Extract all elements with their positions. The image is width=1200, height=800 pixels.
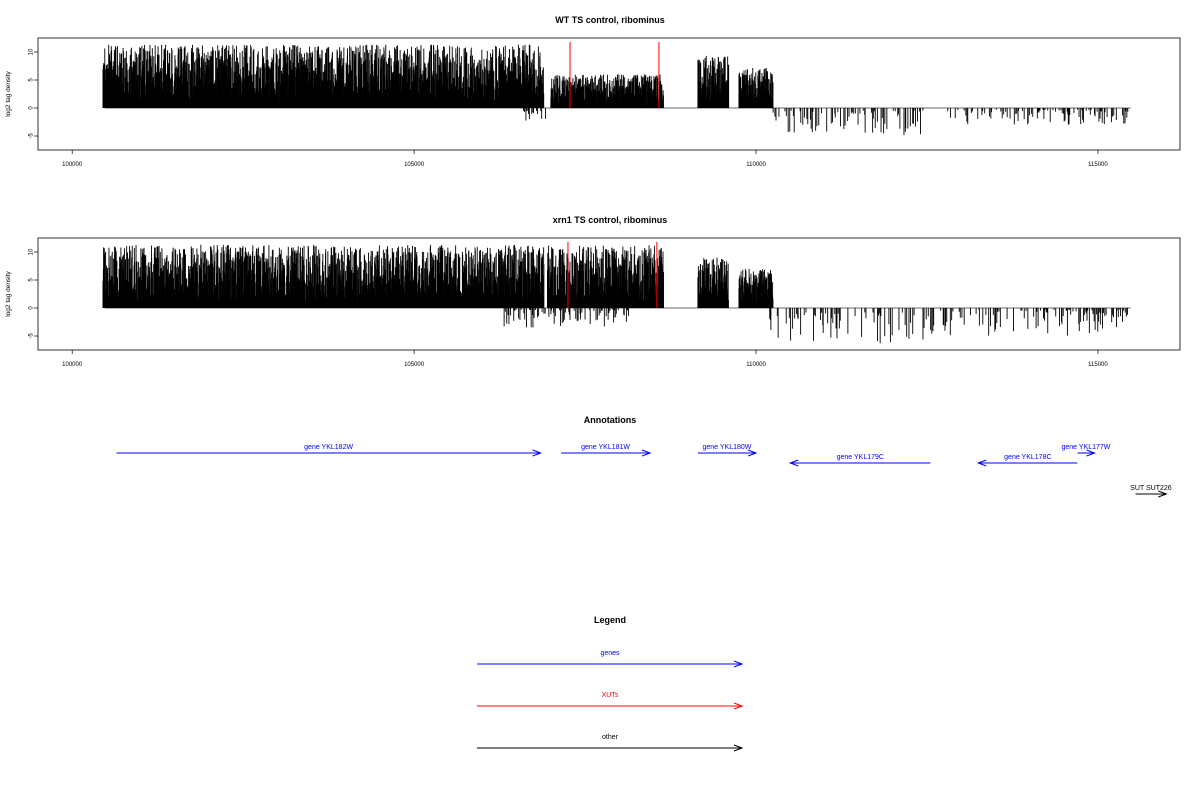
x-tick-label: 100000 xyxy=(62,362,83,368)
feature-label: SUT SUT226 xyxy=(1130,485,1172,492)
coverage-bars xyxy=(102,244,1131,344)
annotation-features: gene YKL182W gene YKL181W gene YKL180W gene… xyxy=(116,444,1172,498)
y-tick-label: 10 xyxy=(29,48,35,55)
feature-arrow-head xyxy=(532,449,543,457)
feature-label: gene YKL181W xyxy=(581,444,630,451)
feature-arrow-head xyxy=(747,449,758,457)
coverage-bars xyxy=(102,44,1131,136)
annotations-track: Annotations gene YKL182W gene YKL181W gene… xyxy=(116,415,1172,498)
feature-arrow-head xyxy=(641,449,652,457)
y-axis-label: log2 tag density xyxy=(5,270,12,316)
axis-ticks: 100000 105000 110000 115000 -5 0 5 10 xyxy=(29,248,1109,368)
y-tick-label: 0 xyxy=(29,306,35,310)
y-tick-label: -5 xyxy=(29,333,35,339)
axis-ticks: 100000 105000 110000 115000 -5 0 5 10 xyxy=(29,48,1109,168)
feature-label: gene YKL182W xyxy=(304,444,353,451)
feature-label: gene YKL177W xyxy=(1062,444,1111,451)
legend-label: XUTs xyxy=(602,692,619,699)
legend-label: genes xyxy=(600,650,620,657)
feature-arrow-head xyxy=(976,459,987,467)
feature-label: gene YKL178C xyxy=(1004,454,1051,461)
xut-boundary-lines xyxy=(567,242,658,308)
y-tick-label: 5 xyxy=(29,278,35,282)
xut-boundary-lines xyxy=(569,42,660,108)
plot-frame xyxy=(37,237,1181,351)
x-tick-label: 110000 xyxy=(746,162,766,168)
y-tick-label: 5 xyxy=(29,78,35,82)
x-tick-label: 110000 xyxy=(746,362,766,368)
x-tick-label: 105000 xyxy=(404,362,425,368)
legend: Legend genes XUTs other xyxy=(477,615,744,752)
feature-arrow-head xyxy=(788,459,799,467)
annotations-title: Annotations xyxy=(584,415,637,425)
xrn1-coverage-panel: xrn1 TS control, ribominus log2 tag dens… xyxy=(5,215,1181,368)
y-tick-label: 10 xyxy=(29,248,35,255)
x-tick-label: 105000 xyxy=(404,162,425,168)
feature-label: gene YKL179C xyxy=(837,454,884,461)
y-tick-label: 0 xyxy=(29,106,35,110)
y-tick-label: -5 xyxy=(29,133,35,139)
panel-title: xrn1 TS control, ribominus xyxy=(553,215,668,225)
legend-arrow-head xyxy=(733,702,744,710)
feature-arrow-head xyxy=(1158,490,1168,498)
x-tick-label: 100000 xyxy=(62,162,83,168)
x-tick-label: 115000 xyxy=(1088,162,1108,168)
legend-arrow-head xyxy=(733,660,744,668)
panel-title: WT TS control, ribominus xyxy=(555,15,665,25)
y-axis-label: log2 tag density xyxy=(5,70,12,116)
legend-title: Legend xyxy=(594,615,626,625)
plot-frame xyxy=(37,37,1181,151)
x-tick-label: 115000 xyxy=(1088,362,1108,368)
legend-items: genes XUTs other xyxy=(477,650,744,752)
legend-arrow-head xyxy=(733,744,744,752)
wt-coverage-panel: WT TS control, ribominus log2 tag densit… xyxy=(5,15,1181,168)
feature-arrow-head xyxy=(1086,449,1096,457)
legend-label: other xyxy=(602,734,619,741)
feature-label: gene YKL180W xyxy=(703,444,752,451)
